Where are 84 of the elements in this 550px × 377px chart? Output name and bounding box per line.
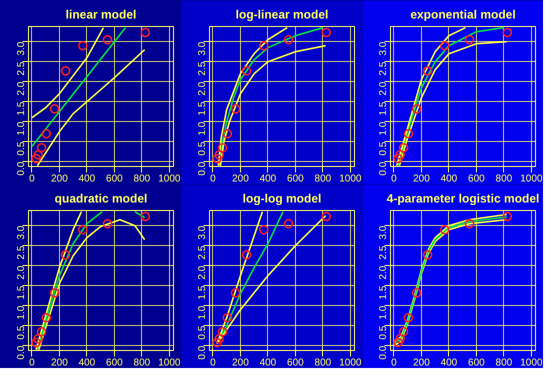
- chart-title: log-log model: [242, 192, 322, 206]
- x-tick-label: 600: [468, 174, 486, 184]
- x-tick-label: 200: [232, 358, 250, 368]
- chart-title: exponential model: [410, 8, 516, 22]
- chart-title: 4-parameter logistic model: [386, 192, 540, 206]
- x-tick-label: 800: [496, 358, 513, 368]
- x-tick-label: 200: [51, 358, 68, 368]
- y-tick-label: 1.5: [16, 285, 27, 300]
- y-tick-label: 0.5: [197, 141, 208, 156]
- y-tick-label: 3.0: [16, 225, 27, 240]
- x-tick-label: 1000: [158, 174, 181, 184]
- x-tick-label: 600: [106, 358, 124, 368]
- y-tick-label: 0.5: [197, 325, 208, 340]
- x-tick-label: 200: [413, 174, 430, 184]
- x-tick-label: 1000: [158, 358, 181, 368]
- x-tick-label: 800: [314, 358, 332, 368]
- x-tick-label: 200: [413, 358, 430, 368]
- y-tick-label: 1.5: [378, 285, 389, 300]
- x-tick-label: 600: [287, 358, 304, 368]
- y-tick-label: 3.0: [16, 41, 27, 56]
- chart-title: log-linear model: [236, 8, 328, 22]
- x-tick-label: 1000: [339, 358, 362, 368]
- y-tick-label: 0.0: [378, 345, 389, 360]
- y-tick-label: 1.0: [16, 121, 27, 136]
- x-tick-label: 400: [78, 358, 96, 368]
- x-tick-label: 800: [134, 358, 151, 368]
- y-tick-label: 1.5: [197, 101, 208, 116]
- y-tick-label: 3.0: [197, 41, 208, 56]
- x-tick-label: 200: [232, 174, 250, 184]
- x-tick-label: 600: [106, 174, 124, 184]
- x-tick-label: 200: [51, 174, 68, 184]
- y-tick-label: 0.5: [378, 141, 389, 156]
- chart-title: quadratic model: [54, 192, 148, 206]
- x-tick-label: 600: [287, 174, 304, 184]
- y-tick-label: 1.5: [16, 101, 27, 116]
- x-tick-label: 400: [440, 358, 458, 368]
- y-tick-label: 1.0: [378, 121, 389, 136]
- x-tick-label: 0: [29, 358, 36, 368]
- x-tick-label: 1000: [339, 174, 362, 184]
- x-tick-label: 600: [468, 358, 486, 368]
- x-tick-label: 0: [29, 174, 36, 184]
- x-tick-label: 1000: [520, 358, 543, 368]
- x-tick-label: 800: [314, 174, 332, 184]
- x-tick-label: 800: [496, 174, 513, 184]
- y-tick-label: 0.5: [16, 325, 27, 340]
- x-tick-label: 400: [440, 174, 458, 184]
- x-tick-label: 400: [78, 174, 96, 184]
- y-tick-label: 2.5: [16, 245, 27, 260]
- y-tick-label: 1.0: [378, 305, 389, 320]
- y-tick-label: 3.0: [378, 41, 389, 56]
- y-tick-label: 0.0: [197, 345, 208, 360]
- y-tick-label: 2.0: [197, 81, 208, 96]
- y-tick-label: 0.0: [378, 161, 389, 176]
- y-tick-label: 2.5: [378, 61, 389, 76]
- x-tick-label: 800: [134, 174, 151, 184]
- y-tick-label: 0.0: [16, 345, 27, 360]
- y-tick-label: 3.0: [378, 225, 389, 240]
- x-tick-label: 0: [210, 174, 216, 184]
- y-tick-label: 0.0: [16, 161, 27, 176]
- y-tick-label: 2.5: [378, 245, 389, 260]
- y-tick-label: 2.5: [197, 245, 208, 260]
- y-tick-label: 3.0: [197, 225, 208, 240]
- x-tick-label: 0: [391, 174, 398, 184]
- y-tick-label: 2.0: [16, 265, 27, 280]
- y-tick-label: 1.0: [16, 305, 27, 320]
- y-tick-label: 0.5: [16, 141, 27, 156]
- x-tick-label: 1000: [520, 174, 543, 184]
- y-tick-label: 2.5: [197, 61, 208, 76]
- y-tick-label: 1.5: [197, 285, 208, 300]
- x-tick-label: 0: [391, 358, 398, 368]
- y-tick-label: 2.0: [197, 265, 208, 280]
- x-tick-label: 400: [260, 358, 277, 368]
- x-tick-label: 0: [210, 358, 216, 368]
- y-tick-label: 2.5: [16, 61, 27, 76]
- y-tick-label: 1.0: [197, 121, 208, 136]
- x-tick-label: 400: [260, 174, 277, 184]
- y-tick-label: 0.5: [378, 325, 389, 340]
- y-tick-label: 2.0: [378, 265, 389, 280]
- y-tick-label: 0.0: [197, 161, 208, 176]
- y-tick-label: 2.0: [16, 81, 27, 96]
- chart-title: linear model: [66, 8, 136, 22]
- y-tick-label: 1.0: [197, 305, 208, 320]
- y-tick-label: 1.5: [378, 101, 389, 116]
- y-tick-label: 2.0: [378, 81, 389, 96]
